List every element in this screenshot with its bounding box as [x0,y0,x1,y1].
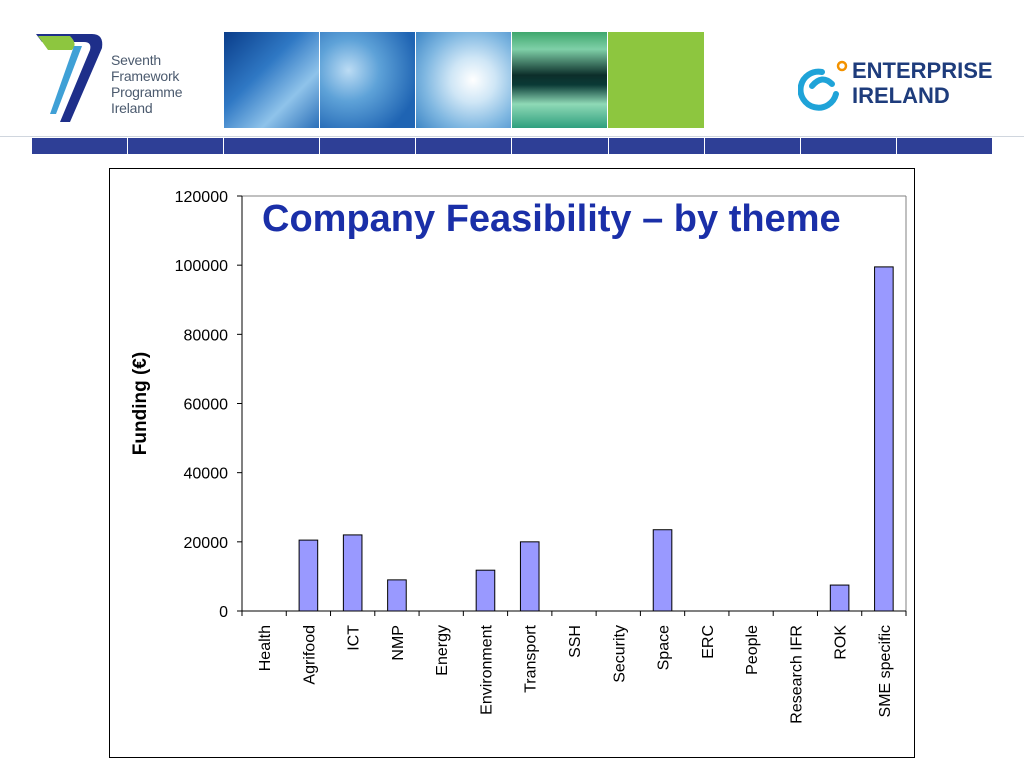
x-tick-label: SSH [567,625,584,658]
nav-strip-segment [320,138,417,154]
x-tick-label: ICT [346,625,363,651]
y-tick-label: 120000 [175,189,228,206]
nav-strip-segment [704,138,801,154]
fp7-line-4: Ireland [111,100,153,116]
fp7-line-3: Programme [111,84,183,100]
y-axis-label: Funding (€) [130,352,151,455]
banner-panel-2 [320,32,416,128]
x-tick-label: Space [656,625,673,670]
fp7-logo-text: Seventh Framework Programme Ireland [111,52,183,116]
y-tick-label: 100000 [175,258,228,275]
bar-environment [475,569,496,612]
fp7-line-1: Seventh [111,52,161,68]
header-banner-image [224,32,704,128]
header-divider [0,136,1024,137]
fp7-seven-logo-icon [36,34,103,122]
bar-ict [342,534,363,612]
x-tick-label: Agrifood [301,625,318,685]
banner-panel-1 [224,32,320,128]
nav-strip-segment [896,138,992,154]
x-tick-label: People [744,625,761,675]
y-tick-label: 60000 [184,397,229,414]
x-tick-label: Security [611,625,628,683]
header: Seventh Framework Programme Ireland ENTE… [0,0,1024,160]
nav-strip-segment [416,138,513,154]
bar-sme-specific [874,266,894,612]
bar-rok [829,584,850,612]
nav-strip-segment [512,138,609,154]
nav-strip-segment [608,138,705,154]
x-tick-label: SME specific [877,625,894,717]
nav-strip-segment [800,138,897,154]
bar-agrifood [298,539,319,612]
x-tick-label: ROK [833,625,850,660]
x-tick-label: Environment [478,624,495,714]
bar-transport [519,541,540,612]
x-tick-label: ERC [700,625,717,659]
y-tick-label: 20000 [184,535,229,552]
chart-frame [109,168,915,758]
enterprise-ireland-text: ENTERPRISE IRELAND [852,58,993,108]
banner-panel-5 [608,32,704,128]
y-tick-label: 0 [219,604,228,621]
nav-strip-segment [224,138,321,154]
nav-strip-segment [128,138,225,154]
y-tick-label: 80000 [184,327,229,344]
chart-title: Company Feasibility – by theme [262,198,841,240]
x-tick-label: Health [257,625,274,671]
y-tick-label: 40000 [184,466,229,483]
x-tick-label: NMP [390,625,407,661]
banner-panel-4 [512,32,608,128]
bar-space [652,529,673,612]
fp7-line-2: Framework [111,68,180,84]
banner-panel-3 [416,32,512,128]
nav-strip [32,138,992,154]
x-tick-label: Transport [523,624,540,692]
x-tick-label: Research IFR [788,625,805,724]
x-tick-label: Energy [434,625,451,676]
ei-line-1: ENTERPRISE [852,58,993,83]
enterprise-ireland-e-icon [798,60,848,111]
ei-line-2: IRELAND [852,83,950,108]
nav-strip-segment [32,138,129,154]
bar-nmp [387,579,407,612]
